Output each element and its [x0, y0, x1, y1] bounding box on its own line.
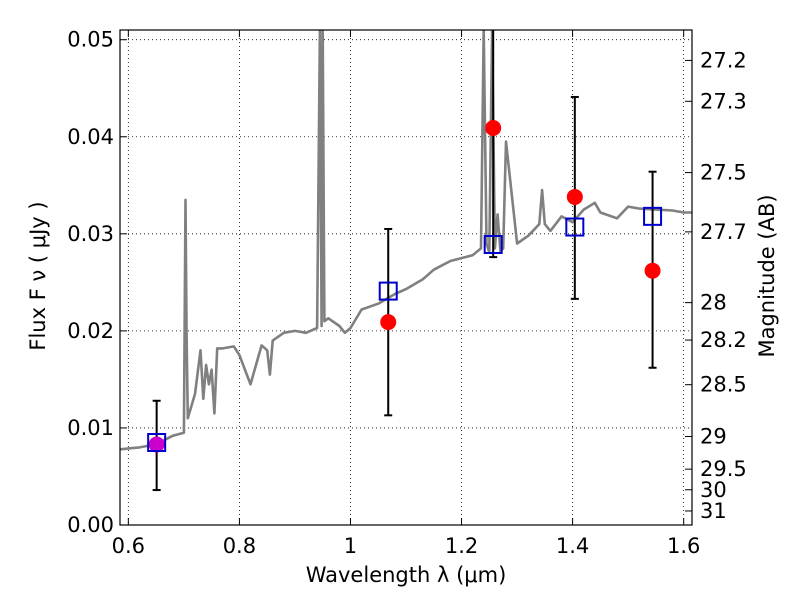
magnitude-tick-label: 29	[700, 424, 727, 448]
x-axis-label: Wavelength λ (μm)	[306, 563, 507, 587]
y-axis-label: Flux F ν ( μJy )	[26, 201, 50, 350]
x-tick-label: 0.6	[112, 534, 145, 558]
magnitude-tick-label: 31	[700, 499, 727, 523]
magnitude-tick-label: 28.5	[700, 373, 747, 397]
model-point	[643, 206, 663, 226]
x-tick-label: 1	[344, 534, 357, 558]
magnitude-axis-label: Magnitude (AB)	[755, 194, 779, 357]
x-tick-label: 1.4	[556, 534, 589, 558]
spectrum-series	[120, 30, 692, 451]
y-tick-label: 0.04	[67, 125, 114, 149]
observed-point	[148, 436, 165, 453]
magnitude-tick-label: 28.2	[700, 328, 747, 352]
magnitude-tick-label: 28	[700, 291, 727, 315]
y-tick-label: 0.03	[67, 222, 114, 246]
model-point	[147, 433, 167, 452]
y-tick-label: 0.01	[67, 416, 114, 440]
x-tick-label: 1.2	[445, 534, 478, 558]
model-points	[147, 206, 663, 452]
x-tick-label: 0.8	[223, 534, 256, 558]
magnitude-tick-label: 27.5	[700, 161, 747, 185]
model-point	[378, 281, 398, 301]
y-tick-label: 0.05	[67, 28, 114, 52]
observed-points	[148, 120, 661, 453]
model-point	[565, 217, 585, 237]
axes-frame	[119, 29, 693, 526]
y-tick-label: 0.02	[67, 319, 114, 343]
axes-box	[119, 29, 693, 526]
observed-point	[380, 314, 397, 331]
model-point	[483, 235, 503, 254]
observed-point	[485, 120, 502, 137]
observed-point	[566, 188, 583, 205]
x-axis-ticks: 0.6 0.8 1 1.2 1.4 1.6	[112, 30, 700, 558]
spectrum-line	[120, 30, 692, 451]
y-tick-label: 0.00	[67, 513, 114, 537]
observed-point	[644, 262, 661, 279]
magnitude-tick-label: 27.7	[700, 220, 747, 244]
y-axis-ticks: 0.00 0.01 0.02 0.03 0.04 0.05	[67, 28, 127, 537]
magnitude-tick-label: 29.5	[700, 457, 747, 481]
x-tick-label: 1.6	[667, 534, 700, 558]
magnitude-tick-label: 27.3	[700, 89, 747, 113]
magnitude-tick-label: 27.2	[700, 48, 747, 72]
magnitude-tick-label: 30	[700, 478, 727, 502]
